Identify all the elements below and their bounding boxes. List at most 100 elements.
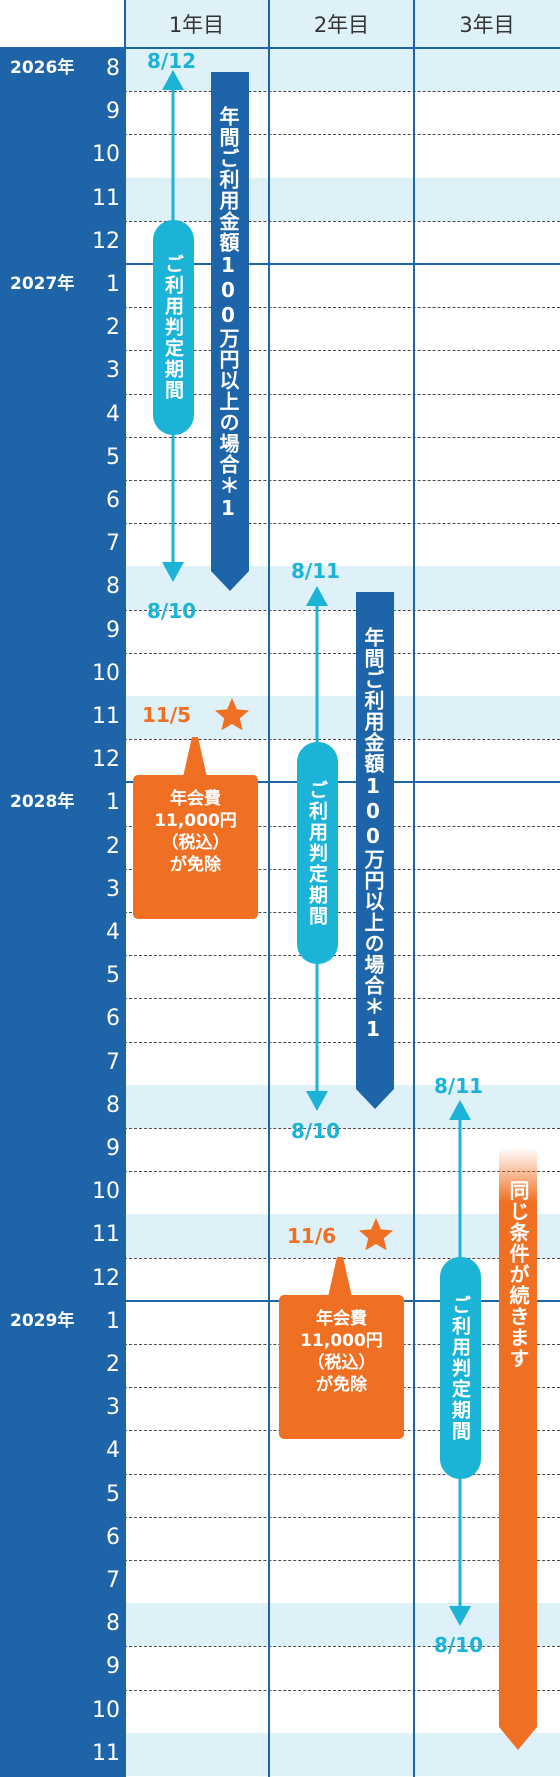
month-label: 10: [92, 142, 120, 168]
header-year-2: 2年目: [269, 0, 414, 48]
month-label: 1: [106, 790, 120, 816]
year1-end-date: 8/10: [147, 599, 197, 623]
month-label: 7: [106, 1049, 120, 1075]
month-divider: [124, 1171, 560, 1173]
month-label: 1: [106, 272, 120, 297]
month-divider: [124, 652, 560, 654]
month-label: 4: [106, 401, 120, 427]
month-divider: [124, 609, 560, 611]
year1-condition-label: 年間ご利用金額100万円以上の場合＊1: [216, 106, 240, 521]
month-label: 2: [106, 833, 120, 859]
highlight-band: [124, 1732, 560, 1776]
header-year-3: 3年目: [414, 0, 560, 48]
year3-start-date: 8/11: [434, 1074, 484, 1098]
month-label: 3: [106, 876, 120, 902]
month-label: 3: [106, 1395, 120, 1421]
month-label: 5: [106, 444, 120, 470]
timeline-axis: [0, 48, 124, 1777]
month-divider: [124, 91, 560, 93]
month-label: 11: [92, 1740, 120, 1766]
month-divider: [124, 1646, 560, 1648]
month-label: 5: [106, 963, 120, 989]
month-label: 6: [106, 488, 120, 513]
month-divider: [124, 998, 560, 1000]
year1-fee-waiver-callout: 年会費 11,000円 （税込） が免除: [133, 775, 258, 919]
year2-period-label: ご利用判定期間: [297, 742, 338, 964]
month-label: 8: [106, 1092, 120, 1118]
month-label: 1: [106, 1308, 120, 1334]
year1-start-date: 8/12: [147, 49, 197, 73]
continue-arrow: [499, 1148, 537, 1750]
star-icon: [358, 1218, 394, 1251]
year2-condition-arrow: [356, 592, 394, 1109]
callout-pointer: [183, 737, 207, 777]
month-label: 4: [106, 1438, 120, 1464]
highlight-band: [124, 177, 560, 221]
month-label: 12: [92, 747, 120, 773]
month-label: 10: [92, 1179, 120, 1205]
year3-end-date: 8/10: [434, 1633, 484, 1657]
year2-star-date: 11/6: [287, 1224, 337, 1248]
month-divider: [124, 955, 560, 957]
month-divider: [124, 436, 560, 438]
year2-fee-waiver-callout: 年会費 11,000円 （税込） が免除: [279, 1295, 404, 1439]
month-label: 7: [106, 531, 120, 557]
month-label: 11: [92, 1222, 120, 1248]
highlight-band: [124, 1084, 560, 1128]
month-divider: [124, 220, 560, 222]
month-divider: [124, 1516, 560, 1518]
month-label: 8: [106, 56, 120, 81]
month-label: 11: [92, 704, 120, 729]
year3-continue-label: 同じ条件が続きます: [506, 1180, 530, 1369]
month-label: 7: [106, 1568, 120, 1593]
highlight-band: [124, 48, 560, 92]
month-divider: [124, 393, 560, 395]
highlight-band: [124, 1603, 560, 1647]
month-label: 10: [92, 660, 120, 686]
month-divider: [124, 134, 560, 136]
year-label: 2028年: [10, 792, 75, 813]
year-label: 2026年: [10, 58, 75, 78]
year1-condition-arrow: [211, 72, 249, 591]
month-label: 2: [106, 1352, 120, 1377]
month-label: 12: [92, 228, 120, 254]
column-divider: [413, 0, 415, 1777]
star-icon: [214, 698, 250, 731]
year2-condition-label: 年間ご利用金額100万円以上の場合＊1: [361, 627, 385, 1042]
header-year-1: 1年目: [124, 0, 269, 48]
month-label: 9: [106, 99, 120, 125]
header-divider: [0, 47, 560, 49]
year-label: 2029年: [10, 1310, 75, 1331]
month-label: 12: [92, 1265, 120, 1291]
year1-star-date: 11/5: [142, 703, 192, 727]
year-divider: [0, 263, 560, 265]
month-label: 4: [106, 920, 120, 945]
column-divider: [268, 0, 270, 1777]
month-label: 5: [106, 1481, 120, 1507]
month-divider: [124, 1560, 560, 1561]
year-divider: [0, 781, 560, 784]
month-label: 2: [106, 315, 120, 341]
month-divider: [124, 523, 560, 525]
month-divider: [124, 1689, 560, 1691]
year1-period-label: ご利用判定期間: [153, 220, 194, 435]
month-divider: [124, 739, 560, 741]
month-label: 9: [106, 1136, 120, 1161]
month-divider: [124, 1473, 560, 1475]
month-label: 3: [106, 358, 120, 384]
month-label: 9: [106, 617, 120, 643]
highlight-band: [124, 1214, 560, 1258]
year-label: 2027年: [10, 274, 75, 294]
month-divider: [124, 1041, 560, 1043]
month-label: 9: [106, 1654, 120, 1680]
callout-pointer: [328, 1257, 352, 1297]
month-divider: [124, 480, 560, 481]
month-divider: [124, 307, 560, 309]
column-divider: [124, 0, 126, 1777]
month-divider: [124, 868, 560, 870]
month-divider: [124, 350, 560, 352]
month-label: 11: [92, 185, 120, 211]
year3-period-label: ご利用判定期間: [440, 1257, 481, 1479]
